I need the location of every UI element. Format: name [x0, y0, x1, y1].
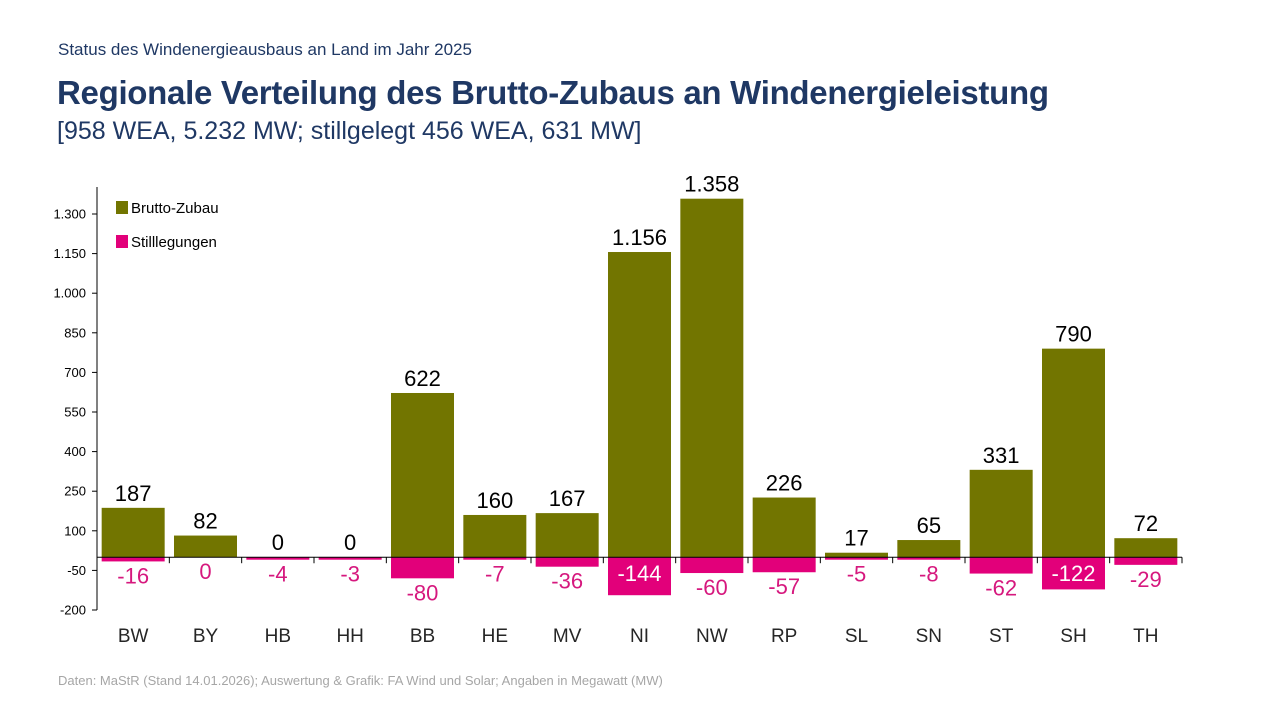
- x-tick-label: BW: [118, 626, 149, 647]
- x-tick-label: MV: [553, 626, 582, 647]
- data-label-stilllegungen: -60: [696, 575, 728, 600]
- data-label-brutto-zubau: 226: [766, 471, 803, 496]
- bar-stilllegungen: [101, 557, 165, 562]
- data-label-brutto-zubau: 622: [404, 366, 441, 391]
- data-label-brutto-zubau: 0: [344, 530, 356, 555]
- bar-stilllegungen: [463, 557, 527, 560]
- data-label-brutto-zubau: 167: [549, 486, 586, 511]
- data-label-stilllegungen: -16: [117, 563, 149, 588]
- x-tick-label: SH: [1060, 626, 1086, 647]
- bar-brutto-zubau: [1114, 538, 1178, 558]
- bar-brutto-zubau: [101, 507, 165, 558]
- legend-swatch-stilllegungen: [116, 235, 128, 248]
- bar-brutto-zubau: [897, 540, 961, 558]
- bar-brutto-zubau: [608, 252, 671, 558]
- y-tick-label: -200: [60, 603, 86, 618]
- data-label-stilllegungen: -80: [407, 580, 439, 605]
- y-tick-label: 100: [64, 523, 86, 538]
- legend-label-brutto-zubau: Brutto-Zubau: [131, 200, 219, 217]
- x-tick-label: TH: [1133, 626, 1158, 647]
- y-tick-label: 550: [64, 405, 86, 420]
- bar-stilllegungen: [680, 557, 744, 574]
- data-label-brutto-zubau: 17: [844, 526, 868, 551]
- x-tick-label: SL: [845, 626, 868, 647]
- bar-brutto-zubau: [1042, 348, 1105, 558]
- data-label-stilllegungen: -122: [1051, 561, 1095, 586]
- chart-subtitle: [958 WEA, 5.232 MW; stillgelegt 456 WEA,…: [57, 117, 642, 145]
- data-label-stilllegungen: -4: [268, 562, 288, 587]
- bar-stilllegungen: [1042, 557, 1105, 590]
- bar-brutto-zubau: [825, 552, 888, 558]
- bar-brutto-zubau: [463, 514, 527, 558]
- bar-stilllegungen: [897, 557, 961, 560]
- bar-stilllegungen: [1114, 557, 1178, 565]
- chart-kicker: Status des Windenergieausbaus an Land im…: [58, 40, 472, 59]
- data-label-stilllegungen: -8: [919, 562, 939, 587]
- y-tick-label: 400: [64, 444, 86, 459]
- data-label-brutto-zubau: 82: [193, 509, 217, 534]
- bar-stilllegungen: [752, 557, 816, 573]
- data-label-stilllegungen: 0: [199, 559, 211, 584]
- bar-stilllegungen: [969, 557, 1033, 574]
- x-tick-label: HH: [336, 626, 363, 647]
- x-tick-label: HB: [265, 626, 291, 647]
- data-label-stilllegungen: -29: [1130, 567, 1162, 592]
- data-label-brutto-zubau: 65: [917, 513, 941, 538]
- source-note: Daten: MaStR (Stand 14.01.2026); Auswert…: [58, 673, 663, 688]
- y-tick-label: 250: [64, 484, 86, 499]
- x-tick-label: HE: [482, 626, 508, 647]
- bar-stilllegungen: [825, 557, 888, 560]
- data-label-brutto-zubau: 331: [983, 443, 1020, 468]
- data-label-stilllegungen: -3: [340, 562, 360, 587]
- data-label-stilllegungen: -62: [985, 576, 1017, 601]
- data-label-stilllegungen: -144: [617, 561, 661, 586]
- bar-brutto-zubau: [969, 469, 1033, 558]
- x-tick-label: BY: [193, 626, 219, 647]
- y-tick-label: 1.150: [53, 246, 86, 261]
- y-tick-label: 1.300: [53, 207, 86, 222]
- data-label-brutto-zubau: 187: [115, 481, 152, 506]
- y-tick-label: 700: [64, 365, 86, 380]
- data-label-brutto-zubau: 790: [1055, 322, 1092, 347]
- bar-brutto-zubau: [680, 198, 744, 558]
- y-tick-label: 850: [64, 325, 86, 340]
- data-label-stilllegungen: -36: [551, 569, 583, 594]
- bar-stilllegungen: [246, 557, 310, 560]
- bar-brutto-zubau: [391, 392, 454, 558]
- legend-swatch-brutto-zubau: [116, 201, 128, 214]
- data-label-brutto-zubau: 72: [1134, 511, 1158, 536]
- x-tick-label: ST: [989, 626, 1014, 647]
- bar-brutto-zubau: [174, 535, 237, 558]
- y-tick-label: -50: [67, 563, 86, 578]
- x-tick-label: SN: [916, 626, 942, 647]
- bar-stilllegungen: [391, 557, 454, 579]
- bar-brutto-zubau: [535, 513, 599, 558]
- x-tick-label: RP: [771, 626, 797, 647]
- data-label-stilllegungen: -57: [768, 574, 800, 599]
- chart-title: Regionale Verteilung des Brutto-Zubaus a…: [57, 74, 1049, 111]
- x-tick-label: NI: [630, 626, 649, 647]
- bar-stilllegungen: [535, 557, 599, 567]
- data-label-brutto-zubau: 1.156: [612, 225, 667, 250]
- legend-label-stilllegungen: Stilllegungen: [131, 234, 217, 251]
- x-tick-label: NW: [696, 626, 728, 647]
- bar-stilllegungen: [608, 557, 671, 596]
- x-tick-label: BB: [410, 626, 435, 647]
- y-tick-label: 1.000: [53, 286, 86, 301]
- data-label-stilllegungen: -7: [485, 562, 505, 587]
- data-label-stilllegungen: -5: [847, 562, 867, 587]
- bar-brutto-zubau: [752, 497, 816, 558]
- data-label-brutto-zubau: 1.358: [684, 172, 739, 197]
- data-label-brutto-zubau: 0: [272, 530, 284, 555]
- data-label-brutto-zubau: 160: [476, 488, 513, 513]
- bar-stilllegungen: [318, 557, 382, 560]
